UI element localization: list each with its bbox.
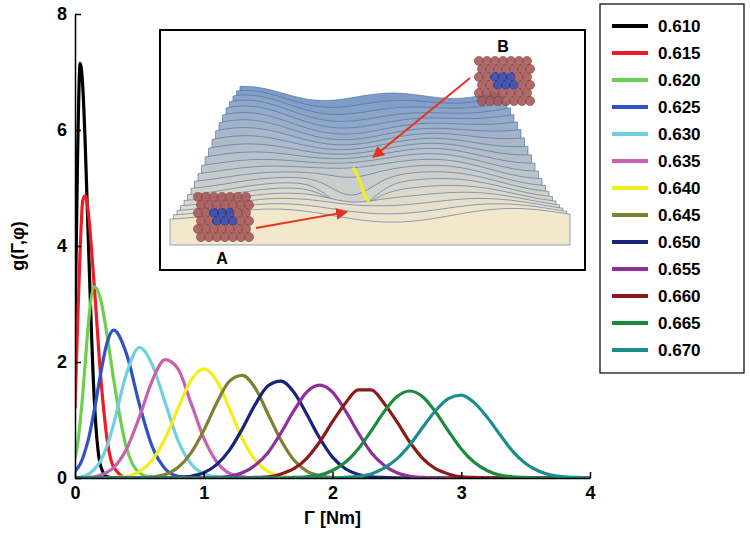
legend-swatch [612,105,648,109]
legend-label: 0.645 [658,206,701,225]
legend-swatch [612,24,648,28]
legend-swatch [612,348,648,352]
inset-frame [160,30,585,270]
legend-item: 0.665 [612,314,701,333]
data-line [75,385,590,478]
legend-item: 0.670 [612,341,701,360]
inset-cluster-a [193,192,253,241]
legend-label: 0.650 [658,233,701,252]
tick-mark [75,130,81,132]
legend-item: 0.660 [612,287,701,306]
tick-label: 0 [70,483,80,503]
legend-swatch [612,186,648,190]
data-line [75,391,590,478]
tick-mark [75,362,81,364]
legend-label: 0.635 [658,152,701,171]
inset-surface-row [170,208,570,245]
tick-mark [75,246,81,248]
tick-mark [332,472,334,478]
legend-item: 0.635 [612,152,701,171]
legend-label: 0.660 [658,287,701,306]
tick-label: 0 [57,468,67,488]
data-line [75,369,590,478]
x-axis-title: Γ [Nm] [304,508,361,528]
legend-item: 0.640 [612,179,701,198]
tick-label: 6 [57,120,67,140]
tick: 1 [199,472,209,503]
legend-label: 0.640 [658,179,701,198]
tick-mark [461,472,463,478]
tick: 2 [57,352,81,372]
legend-swatch [612,294,648,298]
inset: AB [160,30,585,270]
legend-swatch [612,51,648,55]
legend-label: 0.615 [658,44,701,63]
inset-label: B [497,38,509,55]
legend-swatch [612,159,648,163]
legend-label: 0.610 [658,17,701,36]
legend-swatch [612,321,648,325]
legend-item: 0.655 [612,260,701,279]
legend-item: 0.630 [612,125,701,144]
inset-arrow [374,78,470,157]
tick: 0 [57,468,81,488]
tick-mark [75,14,81,16]
legend-label: 0.630 [658,125,701,144]
legend-item: 0.645 [612,206,701,225]
tick-label: 4 [57,236,67,256]
chart: 0123402468Γ [Nm]g(Γ,φ)0.6100.6150.6200.6… [0,0,750,536]
data-line [75,375,590,478]
legend-item: 0.625 [612,98,701,117]
data-line [75,390,590,478]
y-axis: 0 2 4 6 8 [57,4,81,488]
legend-item: 0.610 [612,17,701,36]
tick: 4 [57,236,81,256]
legend-label: 0.620 [658,71,701,90]
legend-item: 0.650 [612,233,701,252]
inset-arrow [256,212,346,228]
particle [525,96,534,105]
inset-surface [170,86,570,245]
tick-mark [204,472,206,478]
tick-mark [75,478,81,480]
tick-label: 8 [57,4,67,24]
inset-label: A [216,250,228,267]
legend-box [600,4,744,373]
data-line [75,381,590,478]
data-line [75,330,590,478]
legend-label: 0.625 [658,98,701,117]
data-line [75,348,590,479]
tick: 2 [328,472,338,503]
legend-label: 0.655 [658,260,701,279]
inset-path [353,168,369,201]
legend-item: 0.620 [612,71,701,90]
data-line [75,395,590,478]
tick-mark [590,472,592,478]
legend-item: 0.615 [612,44,701,63]
inset-cluster-b [474,56,534,105]
legend-swatch [612,240,648,244]
tick-label: 1 [199,483,209,503]
legend-swatch [612,78,648,82]
tick-label: 2 [328,483,338,503]
tick: 4 [585,472,595,503]
data-line [75,287,590,478]
legend: 0.610 0.615 0.620 0.625 0.630 0.635 0.640 0.645… [600,4,744,373]
tick: 8 [57,4,81,24]
legend-swatch [612,213,648,217]
particle [244,232,253,241]
x-axis: 0 1 2 3 4 [70,472,595,503]
legend-swatch [612,267,648,271]
y-axis-title: g(Γ,φ) [8,221,28,271]
data-line [75,196,590,478]
legend-swatch [612,132,648,136]
tick: 6 [57,120,81,140]
tick: 3 [457,472,467,503]
data-line [75,360,590,478]
tick-label: 4 [585,483,595,503]
tick-label: 3 [457,483,467,503]
tick-label: 2 [57,352,67,372]
legend-label: 0.665 [658,314,701,333]
legend-label: 0.670 [658,341,701,360]
